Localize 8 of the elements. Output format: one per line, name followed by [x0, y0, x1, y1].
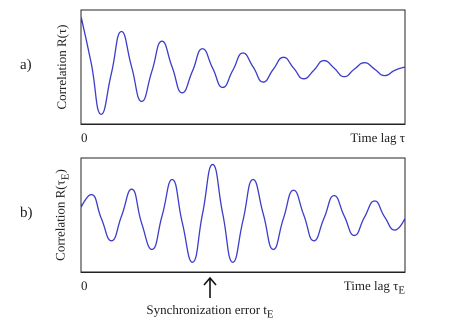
y-axis-title: Correlation R(τ)	[54, 24, 70, 110]
x-axis-title: Time lag τ$_{E}$	[344, 278, 405, 297]
text: b)	[20, 205, 32, 222]
x-axis-title: Time lag τ	[350, 130, 405, 146]
text: 0	[81, 130, 88, 146]
text: a)	[20, 57, 32, 74]
text: 0	[81, 278, 88, 294]
text: Synchronization error t$_{E}$	[146, 302, 274, 321]
